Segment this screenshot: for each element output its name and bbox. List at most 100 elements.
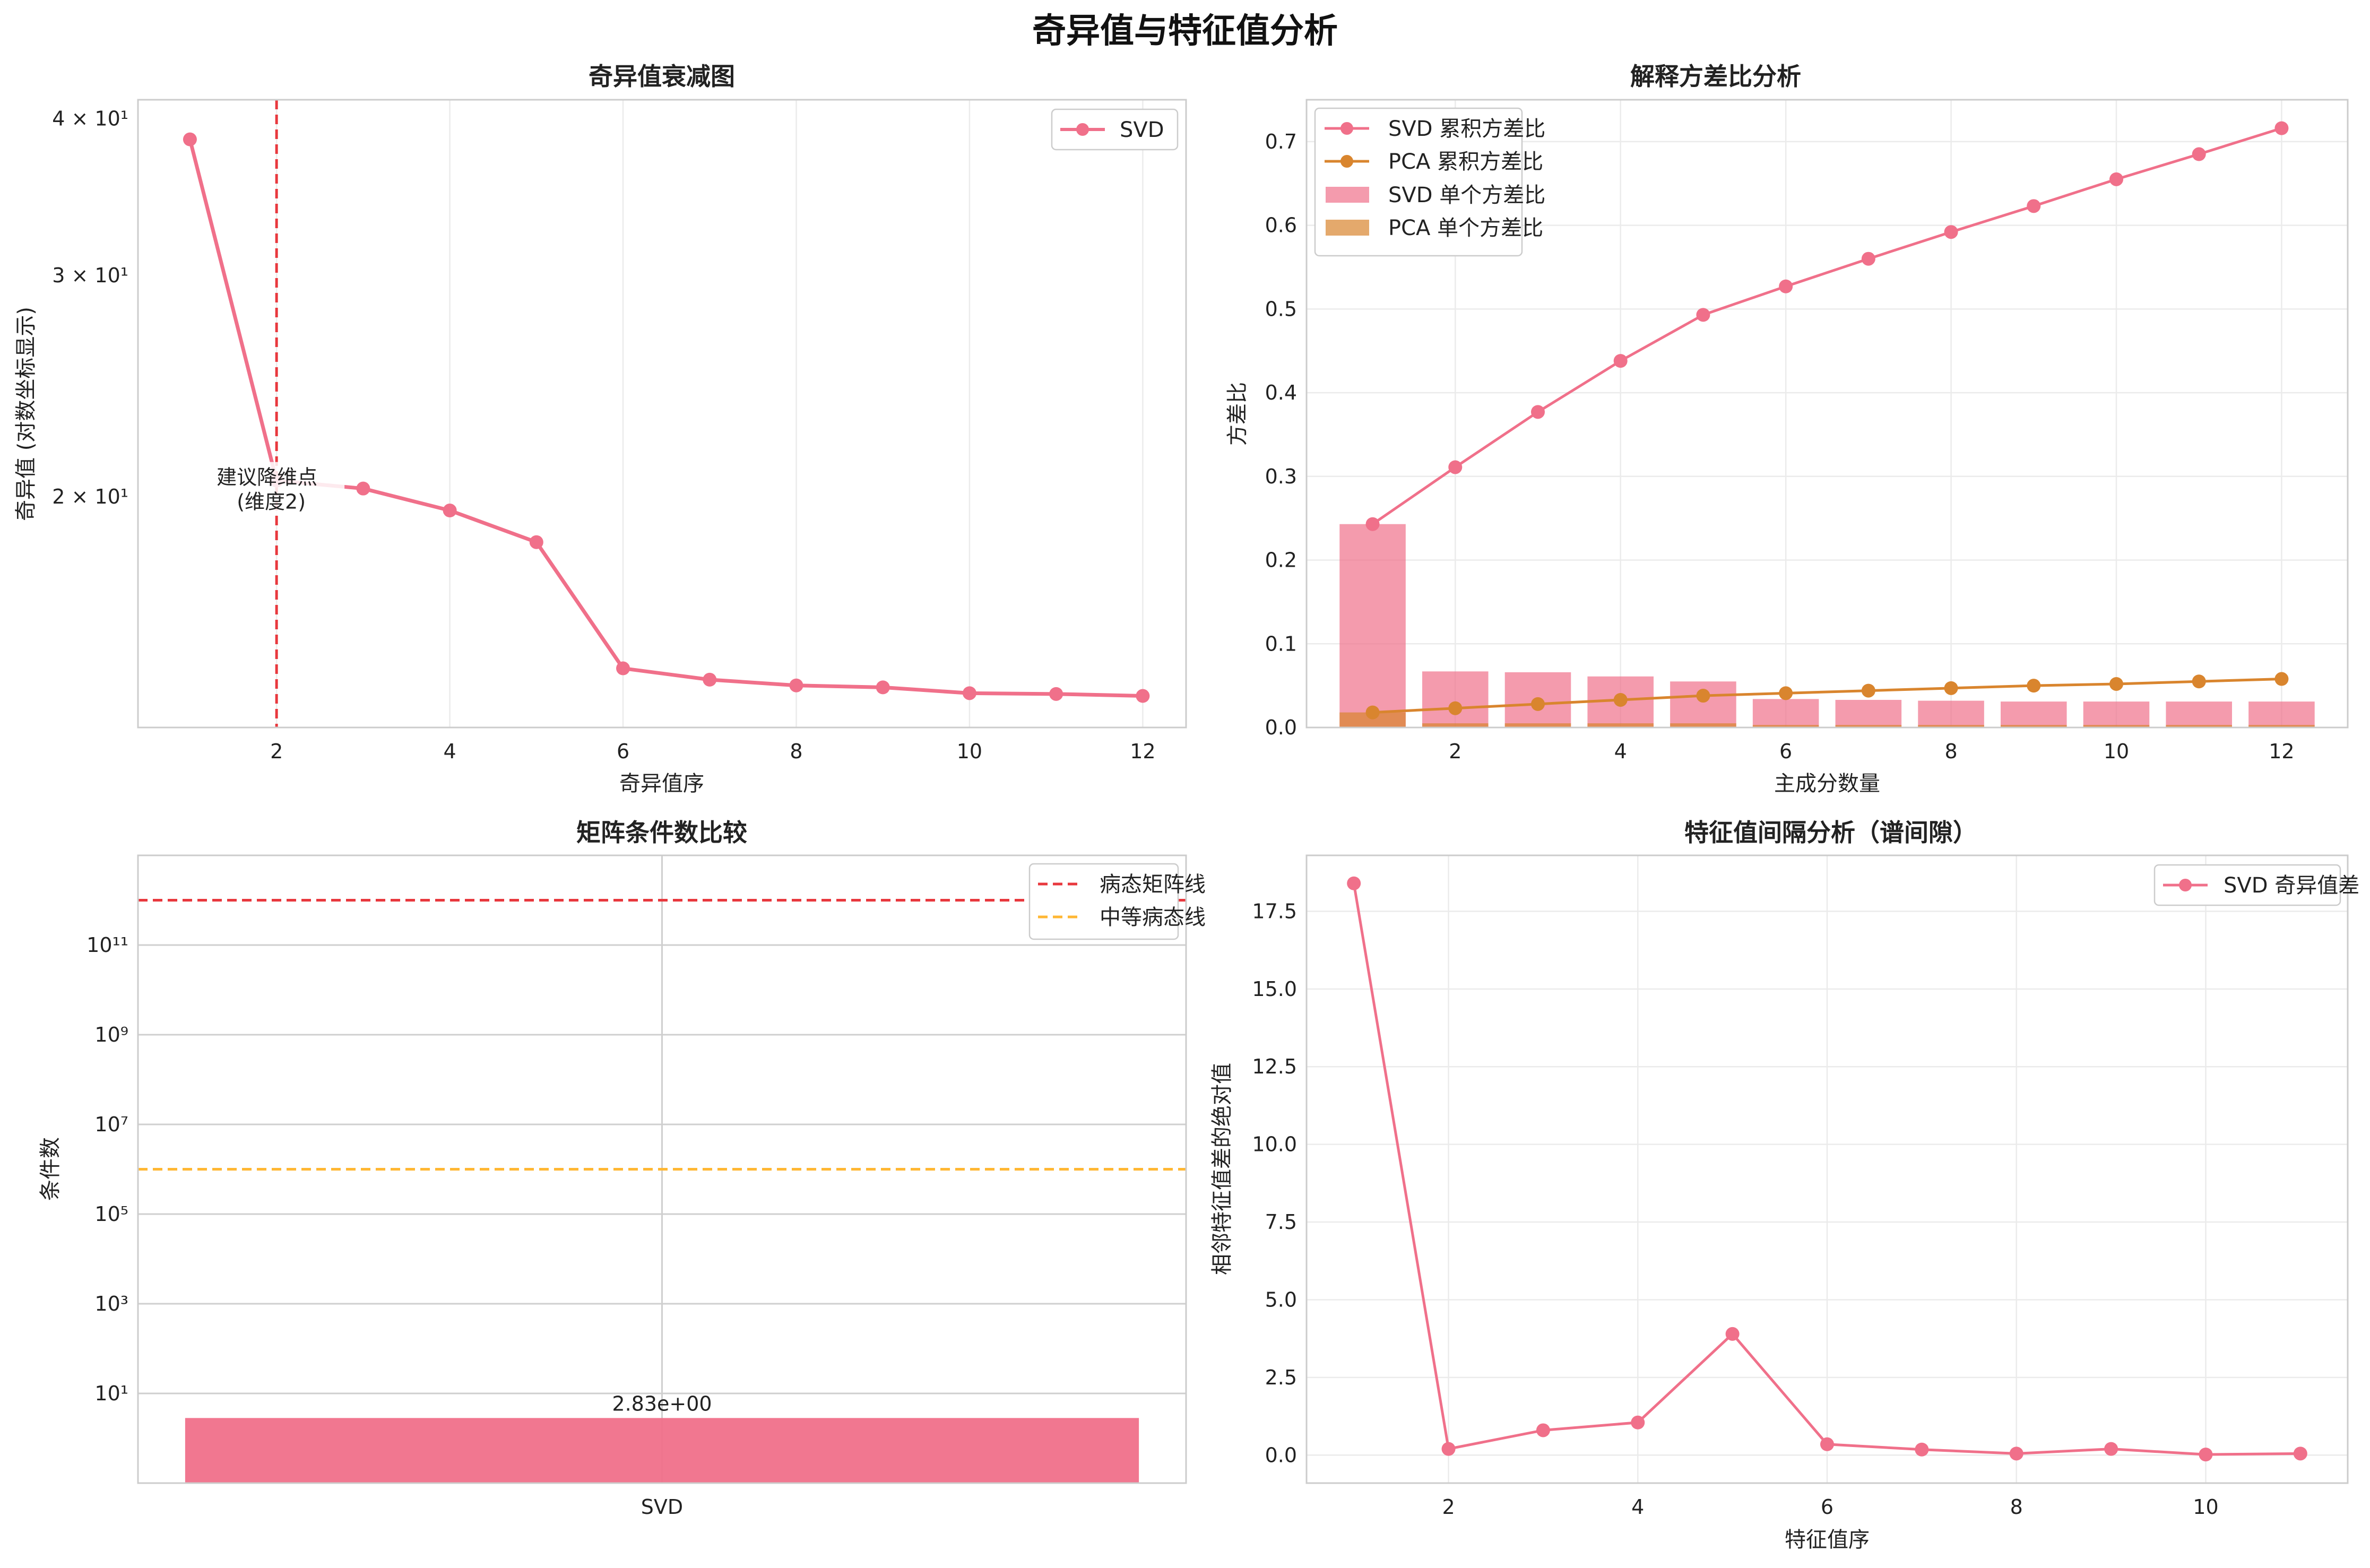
p4-point	[1347, 876, 1361, 890]
p2-line-svd-point	[1696, 308, 1710, 322]
p1-point	[443, 504, 457, 518]
legend-label-svd-cum: SVD 累积方差比	[1388, 117, 1545, 141]
p1-series-line	[188, 138, 1143, 698]
p2-line-pca-point	[2027, 679, 2041, 693]
panel-eigen-gap: 特征值间隔分析（谱间隙） 2 4 6 8 10 0.0 2.5 5.0 7.5 10.0 12.5 1…	[1210, 818, 2359, 1552]
p1-point	[876, 680, 890, 695]
legend-marker-gap	[2179, 879, 2192, 891]
p2-line-svd-point	[1944, 225, 1958, 239]
p4-xtick: 4	[1631, 1495, 1644, 1519]
p2-line-pca-point	[1365, 705, 1380, 720]
legend-swatch-svd-single	[1326, 187, 1369, 203]
p4-point	[2199, 1448, 2213, 1462]
p1-xtick: 12	[1130, 740, 1155, 763]
p4-point	[1536, 1423, 1550, 1437]
p3-ytick: 10⁵	[94, 1202, 128, 1226]
legend-marker-svd-cum	[1340, 122, 1353, 135]
p4-ytick: 7.5	[1265, 1210, 1297, 1234]
panel-1-frame	[137, 99, 1187, 729]
p2-xtick: 10	[2104, 740, 2129, 763]
p2-line-pca-point	[1779, 686, 1793, 700]
p2-bar-pca	[2248, 725, 2315, 727]
panel-2-xlabel: 主成分数量	[1774, 772, 1880, 796]
p2-line-pca	[1372, 678, 2282, 714]
panel-4-frame	[1305, 854, 2349, 1484]
panel-2-ylabel: 方差比	[1225, 382, 1250, 446]
p2-bar-pca	[1752, 725, 1819, 727]
p3-ytick: 10⁷	[94, 1113, 128, 1136]
p2-xtick: 6	[1779, 740, 1792, 763]
p2-line-pca-point	[1944, 681, 1958, 695]
p3-ytick: 10³	[94, 1292, 128, 1315]
p2-line-pca-point	[1613, 692, 1628, 707]
p2-line-pca-point	[1531, 697, 1545, 711]
p4-xtick: 10	[2193, 1495, 2218, 1519]
legend-label-gap: SVD 奇异值差	[2224, 873, 2359, 898]
p2-line-pca-point	[2192, 674, 2206, 689]
p2-line-svd-point	[2109, 172, 2123, 186]
p1-point	[789, 678, 803, 692]
p2-line-svd-point	[2192, 147, 2206, 161]
p2-bar-svd	[2083, 701, 2150, 727]
legend-label-mid: 中等病态线	[1100, 905, 1206, 930]
p2-bar-svd	[1835, 699, 1902, 727]
p1-point	[529, 535, 543, 549]
panel-1-ylabel: 奇异值 (对数坐标显示)	[14, 307, 38, 521]
p2-ytick: 0.0	[1265, 716, 1297, 739]
p2-bar-pca	[2166, 725, 2232, 727]
p4-point	[1441, 1442, 1456, 1456]
panel-1-xlabel: 奇异值序	[619, 772, 704, 796]
p1-ytick: 2 × 10¹	[52, 485, 128, 508]
p4-point	[2293, 1446, 2307, 1461]
p2-bar-pca	[1835, 725, 1902, 727]
p1-xtick: 8	[790, 740, 802, 763]
p1-xtick: 6	[617, 740, 629, 763]
p2-bar-svd	[1339, 524, 1406, 727]
panel-3-frame	[137, 854, 1187, 1484]
p4-xtick: 2	[1442, 1495, 1455, 1519]
p1-xtick: 2	[270, 740, 283, 763]
legend-swatch-pca-single	[1326, 220, 1369, 236]
p2-ytick: 0.6	[1265, 214, 1297, 237]
p4-xtick: 8	[2010, 1495, 2023, 1519]
p4-ytick: 2.5	[1265, 1366, 1297, 1389]
panel-singular-values: 奇异值衰减图 建议降维点(维度2) 2 4 6 8 10 12 4 × 10¹ 3 × 10¹…	[14, 62, 1187, 796]
legend-label-svd: SVD	[1120, 118, 1164, 142]
panel-4-title: 特征值间隔分析（谱间隙）	[1684, 818, 1977, 847]
p1-annotation-line1: 建议降维点	[217, 466, 317, 489]
p3-ytick: 10¹¹	[87, 933, 128, 957]
p4-point	[1725, 1327, 1740, 1341]
p1-point	[616, 661, 630, 675]
p4-ytick: 12.5	[1252, 1055, 1297, 1078]
panel-condition-number: 矩阵条件数比较 2.83e+00 10¹10³10⁵10⁷10⁹10¹¹SVD …	[38, 818, 1206, 1519]
legend-label-pca-single: PCA 单个方差比	[1388, 216, 1543, 240]
panel-4-ylabel: 相邻特征值差的绝对值	[1210, 1063, 1234, 1275]
p2-bar-pca	[1587, 723, 1654, 727]
p2-xtick: 8	[1944, 740, 1957, 763]
p2-bar-pca	[1670, 723, 1736, 727]
p2-bar-svd	[2001, 701, 2067, 727]
p2-xtick: 12	[2269, 740, 2294, 763]
p1-point	[1136, 689, 1150, 703]
p2-line-svd-point	[2027, 199, 2041, 213]
panel-2-frame	[1305, 99, 2349, 729]
p3-xtick: SVD	[641, 1495, 683, 1519]
p2-line-svd	[1372, 127, 2282, 525]
panel-3-ylabel: 条件数	[38, 1137, 63, 1201]
p2-bar-pca	[1918, 725, 1984, 727]
p2-line-pca-point	[2109, 677, 2123, 691]
p2-ytick: 0.3	[1265, 465, 1297, 488]
p4-ytick: 10.0	[1252, 1133, 1297, 1156]
panel-4-legend: SVD 奇异值差	[2153, 864, 2359, 906]
legend-label-pca-cum: PCA 累积方差比	[1388, 150, 1543, 174]
panel-1-title: 奇异值衰减图	[589, 62, 735, 91]
p4-ytick: 17.5	[1252, 899, 1297, 923]
p2-line-pca-point	[1861, 683, 1875, 698]
p4-xtick: 6	[1821, 1495, 1833, 1519]
p2-line-svd-point	[1448, 460, 1463, 474]
p4-point	[1820, 1437, 1834, 1451]
p4-point	[2104, 1442, 2118, 1456]
p2-bar-svd	[1918, 700, 1984, 727]
p2-xtick: 4	[1614, 740, 1627, 763]
p2-bar-pca	[1422, 723, 1489, 727]
